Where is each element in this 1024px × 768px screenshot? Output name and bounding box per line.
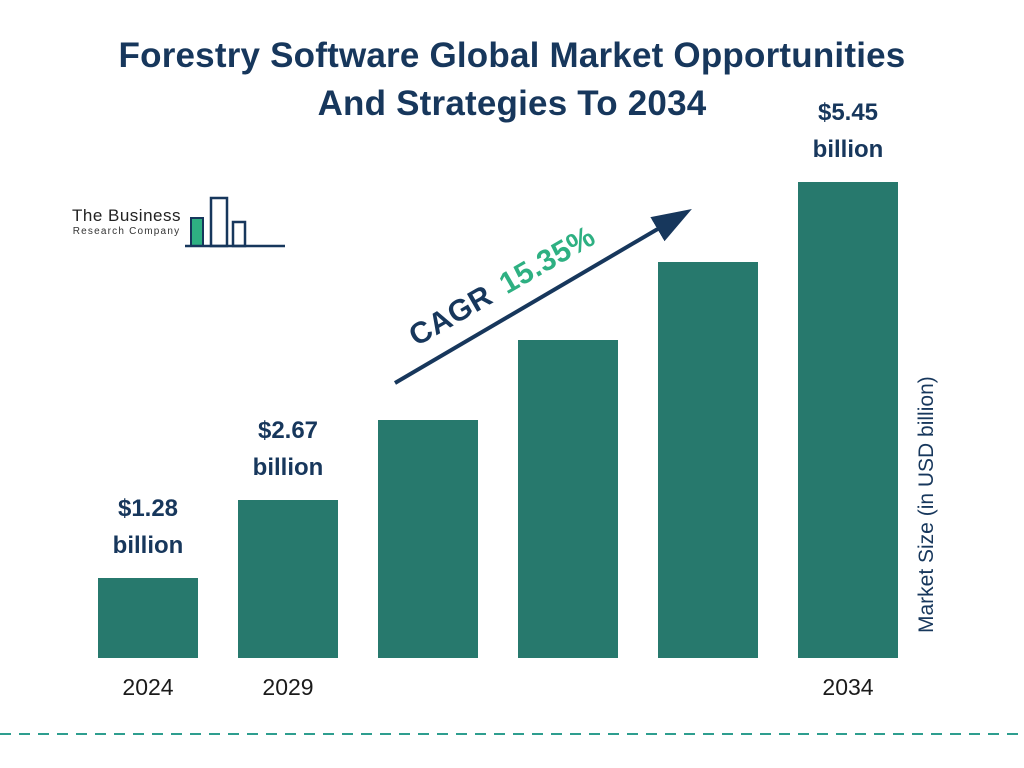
page-title-line1: Forestry Software Global Market Opportun… [118, 36, 906, 75]
x-axis-label-2024: 2024 [122, 674, 174, 700]
y-axis-title: Market Size (in USD billion) [915, 376, 938, 634]
bottom-dashed-divider [0, 733, 1024, 735]
cagr-trend-arrow [393, 208, 692, 385]
x-axis-label-2029: 2029 [262, 674, 314, 700]
page-title: Forestry Software Global Market Opportun… [0, 32, 1024, 128]
bar-2024 [98, 578, 198, 658]
company-logo: The Business Research Company [72, 196, 289, 258]
x-axis-label-2034: 2034 [822, 674, 874, 700]
value-label-2029: $2.67 billion [252, 417, 324, 481]
bar-2029 [238, 500, 338, 658]
bar-unlabeled-5 [658, 262, 758, 658]
company-subname: Research Company [72, 226, 181, 237]
bar-chart-logo-icon [185, 196, 285, 248]
page-title-line2: And Strategies To 2034 [317, 84, 707, 123]
company-name: The Business [72, 206, 181, 225]
bar-unlabeled-3 [378, 420, 478, 658]
bar-unlabeled-4 [518, 340, 618, 658]
bar-2034 [798, 182, 898, 658]
company-logo-text: The Business Research Company [72, 206, 181, 237]
value-label-2034: $5.45 billion [812, 99, 884, 163]
value-label-2024: $1.28 billion [112, 495, 184, 559]
